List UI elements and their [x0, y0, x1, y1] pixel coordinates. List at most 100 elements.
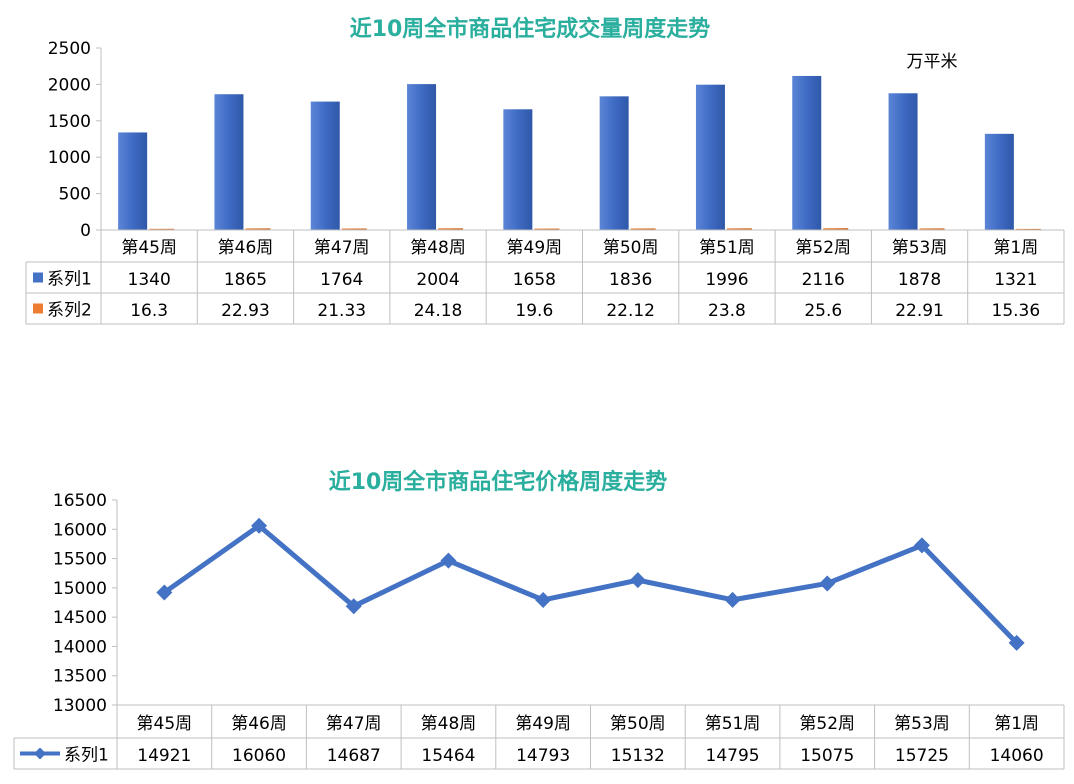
- data-label: 1836: [609, 270, 652, 290]
- y-tick-label: 13500: [53, 667, 107, 687]
- y-tick-label: 1500: [48, 112, 91, 132]
- category-label: 第52周: [799, 714, 855, 734]
- bars: [118, 75, 1041, 231]
- data-label: 1878: [898, 270, 941, 290]
- series-line: [161, 523, 1020, 646]
- data-label: 1340: [128, 270, 171, 290]
- data-label: 1865: [224, 270, 267, 290]
- data-label: 2004: [416, 270, 459, 290]
- category-label: 第46周: [218, 238, 274, 258]
- category-label: 第51周: [699, 238, 755, 258]
- bar-series2: [919, 228, 945, 230]
- legend-label: 系列1: [64, 746, 109, 766]
- data-point-marker: [1008, 634, 1025, 651]
- data-point-marker: [440, 552, 457, 569]
- data-label: 14060: [990, 746, 1044, 766]
- bar-series1: [407, 84, 437, 231]
- legend-swatch: [33, 272, 43, 283]
- data-label: 1996: [705, 270, 748, 290]
- category-label: 第48周: [410, 238, 466, 258]
- data-point-marker: [345, 598, 362, 615]
- data-label: 19.6: [515, 301, 553, 321]
- category-label: 第1周: [994, 714, 1039, 734]
- category-label: 第50周: [610, 714, 666, 734]
- price-chart: 近10周全市商品住宅价格周度走势 13000 13500 14000 14500 150…: [13, 469, 1065, 770]
- data-label: 23.8: [708, 301, 746, 321]
- line-series: [156, 517, 1025, 651]
- data-label: 16060: [232, 746, 286, 766]
- data-label: 24.18: [414, 301, 463, 321]
- data-label: 15.36: [992, 301, 1041, 321]
- bar-series1: [118, 132, 148, 230]
- legend-marker: [34, 747, 46, 760]
- bar-series2: [245, 228, 271, 230]
- legend-label: 系列2: [47, 301, 92, 321]
- y-tick-label: 15500: [53, 550, 107, 570]
- data-point-marker: [819, 575, 836, 592]
- y-axis: 0 500 1000 1500 2000 2500: [48, 39, 102, 241]
- data-label: 15464: [421, 746, 475, 766]
- bar-series2: [630, 228, 656, 230]
- bar-series2: [823, 228, 849, 230]
- y-axis: 13000 13500 14000 14500 15000 15500 16000 16500: [53, 491, 118, 716]
- category-label: 第52周: [795, 238, 851, 258]
- category-label: 第53周: [894, 714, 950, 734]
- data-label: 25.6: [804, 301, 842, 321]
- y-tick-label: 14500: [53, 608, 107, 628]
- data-label: 15075: [800, 746, 854, 766]
- category-label: 第47周: [326, 714, 382, 734]
- unit-label: 万平米: [907, 52, 958, 72]
- data-point-marker: [251, 517, 268, 534]
- data-point-marker: [913, 537, 930, 554]
- data-table: 第45周 14921 第46周 16060 第47周 14687 第48周 15464 第49周…: [13, 704, 1065, 770]
- data-point-marker: [535, 591, 552, 608]
- category-label: 第51周: [705, 714, 761, 734]
- y-tick-label: 2000: [48, 75, 91, 95]
- data-label: 22.91: [895, 301, 944, 321]
- y-tick-label: 2500: [48, 39, 91, 59]
- data-table: 第45周 1340 16.3 第46周 1865 22.93 第47周 1764 21.33 第4…: [25, 229, 1065, 325]
- bar-series2: [534, 228, 560, 230]
- y-tick-label: 16000: [53, 520, 107, 540]
- bar-series2: [726, 228, 752, 230]
- bar-series1: [599, 96, 629, 230]
- category-label: 第48周: [421, 714, 477, 734]
- data-label: 22.12: [606, 301, 655, 321]
- y-tick-label: 500: [59, 185, 91, 205]
- data-label: 16.3: [130, 301, 168, 321]
- data-label: 15132: [611, 746, 665, 766]
- y-tick-label: 0: [80, 221, 91, 241]
- y-tick-label: 15000: [53, 579, 107, 599]
- bar-series1: [310, 101, 340, 230]
- bar-series1: [792, 75, 822, 230]
- category-label: 第1周: [993, 238, 1038, 258]
- category-label: 第46周: [231, 714, 287, 734]
- bar-series2: [149, 228, 175, 230]
- data-label: 14795: [706, 746, 760, 766]
- bar-series1: [695, 84, 725, 231]
- legend-swatch: [33, 303, 43, 314]
- data-label: 1658: [513, 270, 556, 290]
- bar-series2: [341, 228, 367, 230]
- bar-series1: [888, 93, 918, 230]
- data-label: 14687: [327, 746, 381, 766]
- category-label: 第49周: [507, 238, 563, 258]
- data-label: 1764: [320, 270, 363, 290]
- data-label: 21.33: [317, 301, 366, 321]
- data-label: 22.93: [221, 301, 270, 321]
- category-label: 第45周: [137, 714, 193, 734]
- y-tick-label: 13000: [53, 696, 107, 716]
- data-label: 14921: [137, 746, 191, 766]
- category-label: 第53周: [892, 238, 948, 258]
- category-label: 第50周: [603, 238, 659, 258]
- data-label: 15725: [895, 746, 949, 766]
- data-point-marker: [629, 572, 646, 589]
- category-label: 第47周: [314, 238, 370, 258]
- data-point-marker: [724, 591, 741, 608]
- y-tick-label: 16500: [53, 491, 107, 511]
- data-label: 2116: [802, 270, 845, 290]
- chart-title: 近10周全市商品住宅价格周度走势: [329, 469, 668, 495]
- volume-chart: 近10周全市商品住宅成交量周度走势 万平米 0 500 1000 1500 2000 25…: [25, 16, 1065, 325]
- y-tick-label: 14000: [53, 637, 107, 657]
